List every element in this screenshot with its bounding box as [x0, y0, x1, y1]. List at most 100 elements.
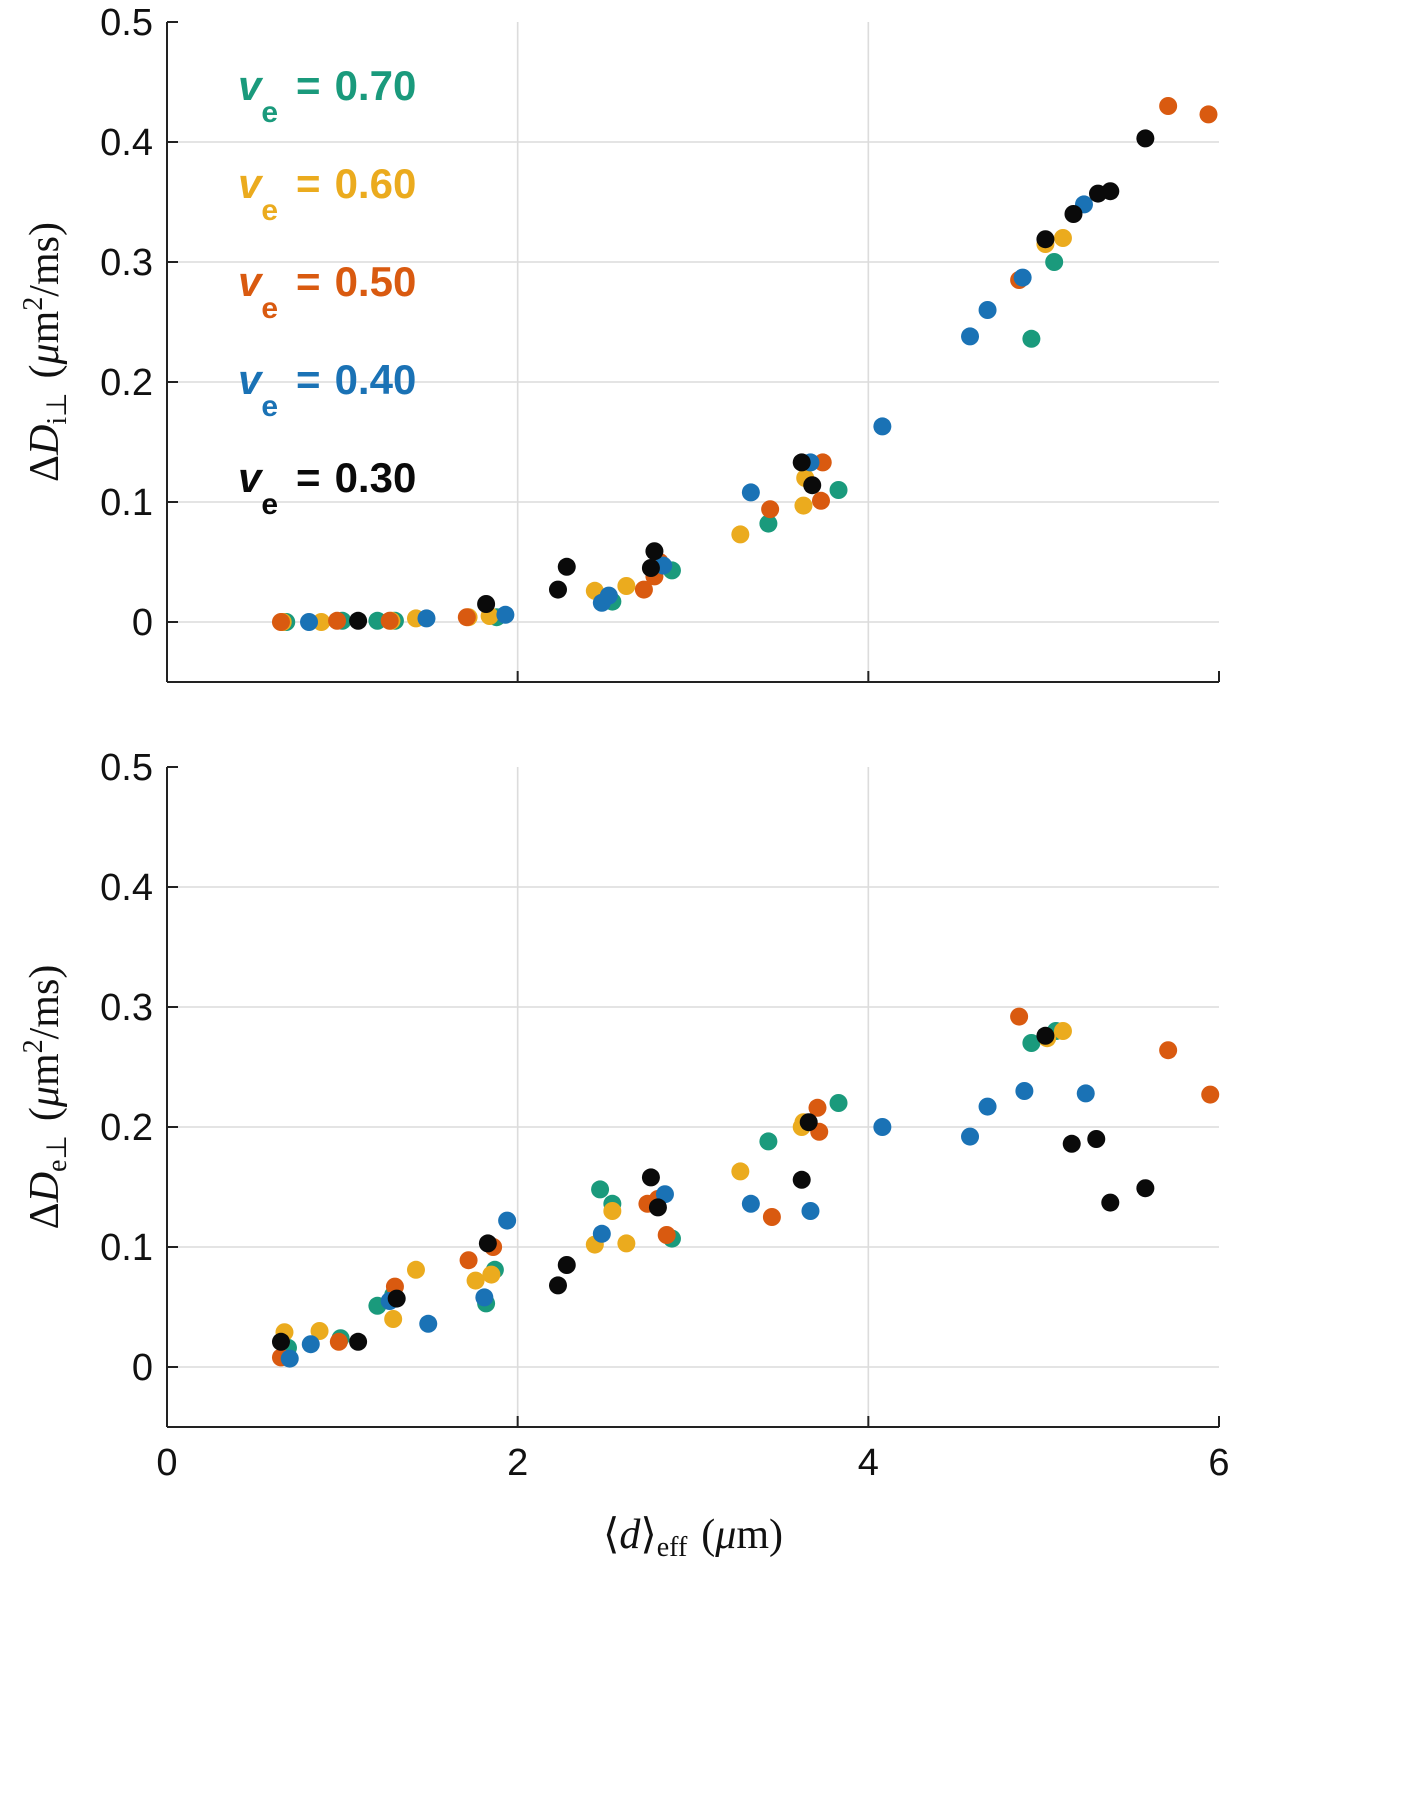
- data-point: [271, 1332, 290, 1351]
- y-axis-label: ΔDe⊥(μm2/ms): [18, 965, 73, 1230]
- data-point: [475, 1288, 494, 1307]
- y-tick-label: 0.3: [100, 987, 153, 1029]
- data-point: [829, 481, 848, 499]
- data-point: [380, 611, 399, 630]
- x-tick-label: 6: [1208, 1442, 1229, 1484]
- data-point: [617, 577, 636, 595]
- y-tick-label: 0.5: [100, 747, 153, 789]
- data-point: [482, 1265, 501, 1284]
- data-point: [792, 1170, 811, 1189]
- data-point: [1036, 1026, 1055, 1045]
- data-point: [349, 1332, 368, 1351]
- data-point: [741, 483, 760, 502]
- panel-top: 0 0.1 0.2 0.3 0.4 0.5 ΔDi⊥(μm2/ms): [18, 2, 1220, 683]
- data-point: [641, 1168, 660, 1187]
- data-point: [1015, 1082, 1034, 1100]
- data-point: [498, 1211, 517, 1230]
- y-tick-label: 0.3: [100, 242, 153, 284]
- data-point: [603, 1202, 622, 1220]
- data-point: [1136, 129, 1155, 148]
- data-point: [759, 514, 778, 533]
- legend-entry: ve= 0.30: [238, 454, 416, 521]
- data-point: [762, 1208, 781, 1226]
- legend-entry: ve= 0.60: [238, 160, 416, 227]
- data-point: [873, 417, 892, 436]
- data-point: [466, 1271, 485, 1290]
- data-point: [1045, 253, 1064, 271]
- data-point: [648, 1198, 667, 1217]
- data-point: [406, 1260, 425, 1279]
- data-point: [873, 1118, 892, 1136]
- data-point: [1087, 1130, 1106, 1148]
- data-point: [301, 1335, 320, 1354]
- data-point: [811, 491, 830, 510]
- y-tick-label: 0.1: [100, 1227, 153, 1269]
- data-point: [829, 1094, 848, 1112]
- data-point: [1159, 97, 1178, 115]
- data-point: [478, 1234, 497, 1253]
- data-point: [384, 1310, 403, 1328]
- data-point: [961, 1127, 980, 1146]
- y-tick-label: 0.4: [100, 122, 153, 164]
- data-point: [457, 608, 476, 627]
- data-point: [1064, 205, 1083, 223]
- data-point: [417, 609, 436, 628]
- y-axis-label: ΔDi⊥(μm2/ms): [18, 222, 73, 482]
- data-point: [645, 542, 664, 561]
- panel-bottom: 0 0.1 0.2 0.3 0.4 0.5 0 2 4 6 ΔDe⊥(μm2/ms) ⟨d⟩eff (μ…: [18, 747, 1229, 1563]
- figure-background: [0, 0, 1229, 1564]
- data-point: [1159, 1041, 1178, 1060]
- data-point: [961, 327, 980, 346]
- y-tick-label: 0.5: [100, 2, 153, 44]
- data-point: [731, 1162, 750, 1181]
- y-tick-label: 0: [132, 1347, 153, 1389]
- x-tick-label: 4: [858, 1442, 879, 1484]
- data-point: [617, 1234, 636, 1253]
- legend-entry: ve= 0.50: [238, 258, 416, 325]
- figure: 0 0.1 0.2 0.3 0.4 0.5 ΔDi⊥(μm2/ms) 0 0.1 0.2 0.3 0…: [0, 0, 1229, 1564]
- data-point: [300, 613, 319, 631]
- data-point: [557, 557, 576, 576]
- legend: ve= 0.70 ve= 0.60 ve= 0.50 ve= 0.40 ve= 0.30: [238, 62, 416, 521]
- data-point: [808, 1098, 827, 1117]
- data-point: [1201, 1085, 1220, 1104]
- data-point: [1199, 105, 1218, 124]
- data-point: [1053, 229, 1072, 247]
- legend-entry: ve= 0.70: [238, 62, 416, 129]
- data-point: [1010, 1007, 1029, 1026]
- data-point: [419, 1314, 438, 1333]
- data-point: [741, 1194, 760, 1213]
- y-tick-label: 0.1: [100, 482, 153, 524]
- data-point: [634, 580, 653, 599]
- data-point: [599, 586, 618, 605]
- data-point: [1101, 1193, 1120, 1212]
- data-point: [978, 301, 997, 319]
- data-point: [349, 611, 368, 630]
- data-point: [557, 1256, 576, 1274]
- data-point: [1013, 268, 1032, 287]
- y-tick-label: 0: [132, 602, 153, 644]
- data-point: [978, 1097, 997, 1116]
- data-point: [1136, 1179, 1155, 1198]
- data-point: [548, 580, 567, 599]
- data-point: [1036, 230, 1055, 249]
- data-point: [1062, 1134, 1081, 1153]
- data-point: [280, 1349, 299, 1368]
- data-point: [794, 496, 813, 515]
- data-point: [655, 1185, 674, 1204]
- y-tick-label: 0.4: [100, 867, 153, 909]
- data-point: [591, 1180, 610, 1199]
- data-point: [548, 1276, 567, 1295]
- y-tick-label: 0.2: [100, 362, 153, 404]
- data-point: [803, 476, 822, 495]
- data-point: [1022, 329, 1041, 348]
- data-point: [1053, 1022, 1072, 1040]
- data-point: [641, 559, 660, 577]
- x-tick-label: 2: [507, 1442, 528, 1484]
- data-point: [459, 1251, 478, 1270]
- series-030: [271, 1026, 1155, 1351]
- x-tick-label: 0: [156, 1442, 177, 1484]
- legend-entry: ve= 0.40: [238, 356, 416, 423]
- data-point: [761, 500, 780, 519]
- data-point: [592, 1224, 611, 1243]
